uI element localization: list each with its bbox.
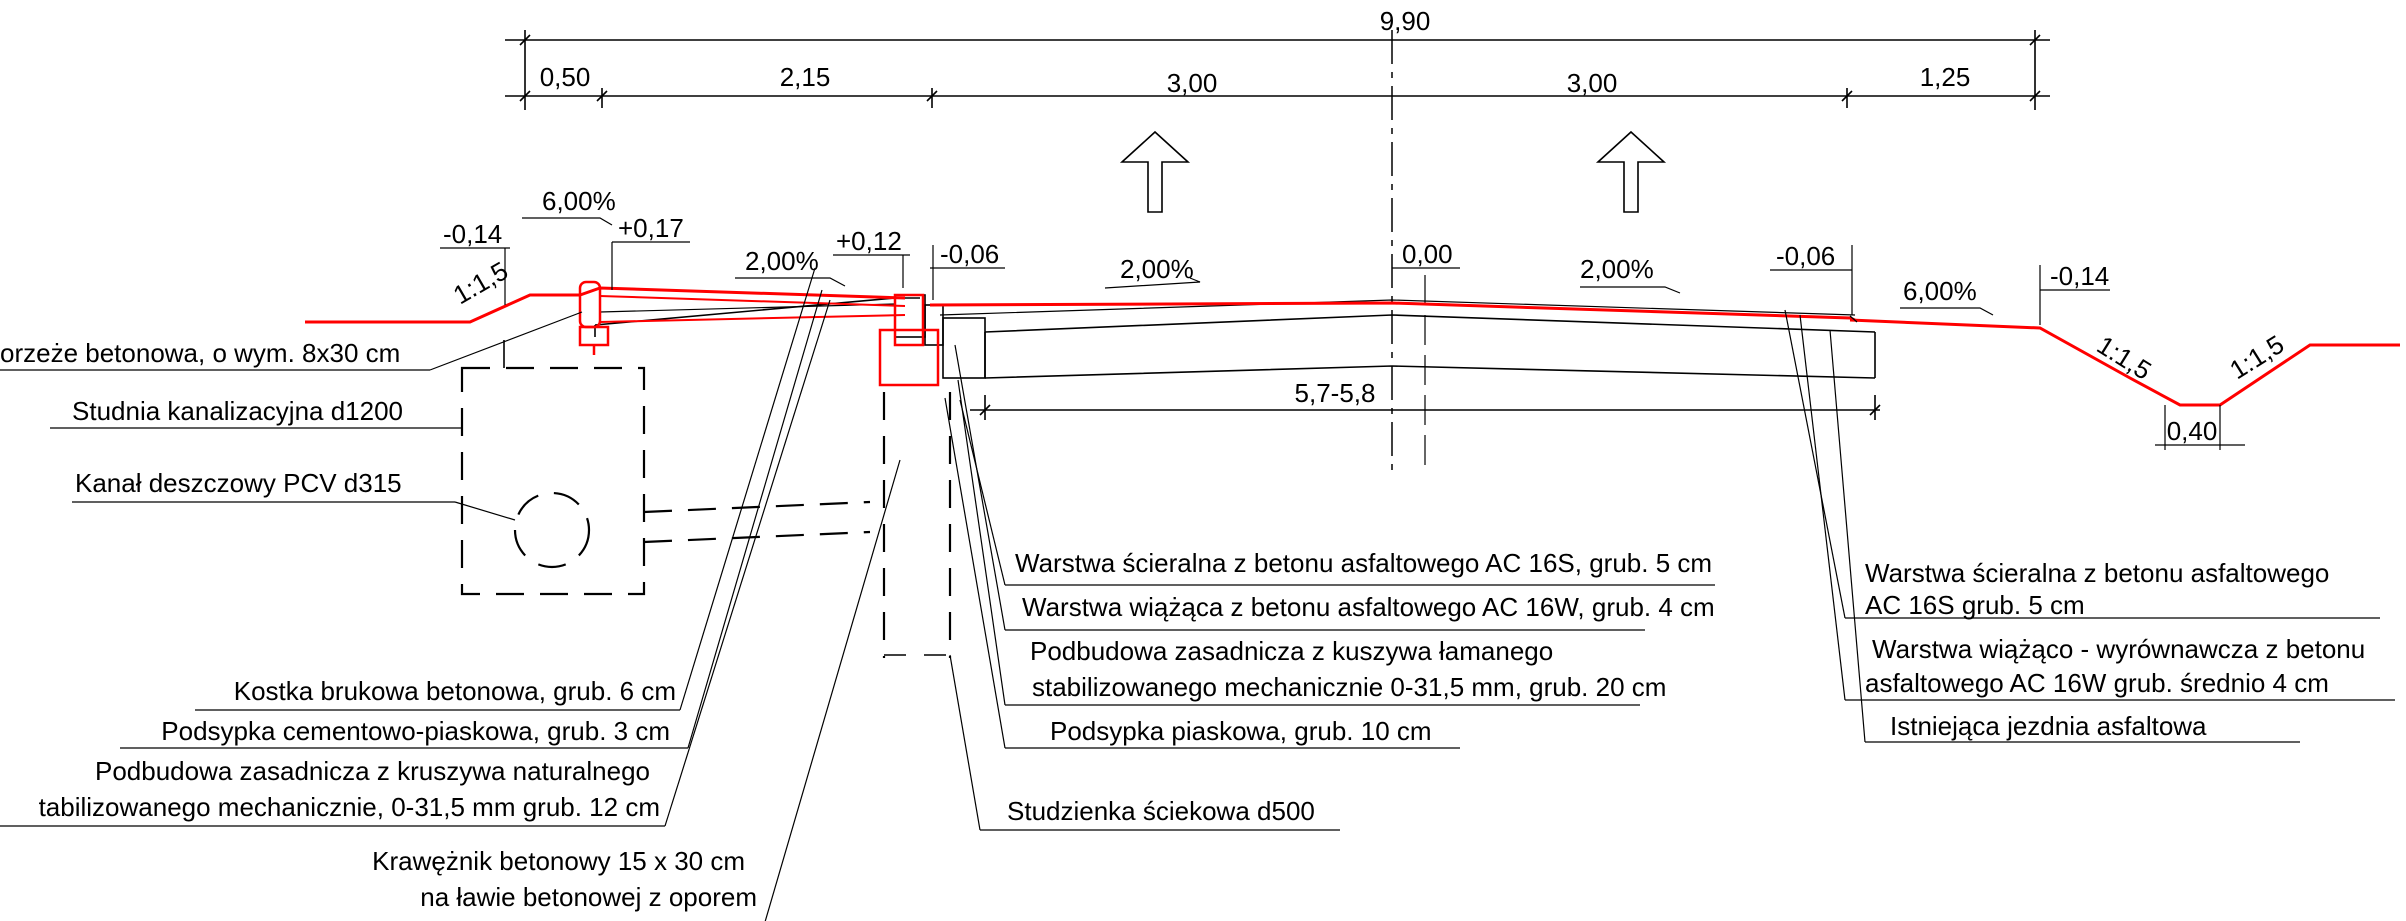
sewer-well — [460, 366, 646, 596]
label-wearing-course: Warstwa ścieralna z betonu asfaltowego A… — [1015, 548, 1712, 578]
elev-curb-top: +0,12 — [836, 226, 902, 256]
slope-left-embankment: 1:1,5 — [448, 255, 513, 310]
label-curb-2: na ławie betonowej z oporem — [420, 882, 757, 912]
slope-right-shoulder: 6,00% — [1903, 276, 1977, 306]
direction-arrow-left-icon — [1119, 130, 1191, 213]
slope-left-shoulder: 6,00% — [542, 186, 616, 216]
elev-right-edge: -0,14 — [2050, 261, 2109, 291]
elev-left-edge: -0,14 — [443, 219, 502, 249]
slope-right-lane: 2,00% — [1580, 254, 1654, 284]
segment-2-label: 2,15 — [780, 62, 831, 92]
direction-arrow-right-icon — [1595, 130, 1667, 213]
ditch: 0,40 — [2155, 405, 2245, 450]
label-sand-layer: Podsypka piaskowa, grub. 10 cm — [1050, 716, 1432, 746]
label-crushed-base-1: Podbudowa zasadnicza z kuszywa łamanego — [1030, 636, 1553, 666]
dimension-chain: 9,90 0,50 2,15 3,00 3,00 1,25 — [505, 6, 2050, 110]
label-right-wearing-2: AC 16S grub. 5 cm — [1865, 590, 2085, 620]
label-gully: Studzienka ściekowa d500 — [1007, 796, 1315, 826]
label-existing-road: Istniejąca jezdnia asfaltowa — [1890, 711, 2207, 741]
label-right-binder-1: Warstwa wiążąco - wyrównawcza z betonu — [1872, 634, 2365, 664]
label-rain-pipe: Kanał deszczowy PCV d315 — [75, 468, 402, 498]
leader-lines — [0, 267, 2395, 921]
segment-5-label: 1,25 — [1920, 62, 1971, 92]
sidewalk-structure — [594, 294, 986, 379]
label-right-binder-2: asfaltowego AC 16W grub. średnio 4 cm — [1865, 668, 2329, 698]
slope-left-lane: 2,00% — [1120, 254, 1194, 284]
label-crushed-base-2: stabilizowanego mechanicznie 0-31,5 mm, … — [1032, 672, 1666, 702]
total-width-label: 9,90 — [1380, 6, 1431, 36]
underground-structures — [460, 340, 952, 658]
label-curb-1: Krawężnik betonowy 15 x 30 cm — [372, 846, 745, 876]
elev-right-lane: -0,06 — [1776, 241, 1835, 271]
segment-3-label: 3,00 — [1167, 68, 1218, 98]
label-curb-small: orzeże betonowa, o wym. 8x30 cm — [0, 338, 400, 368]
slope-ditch-right: 1:1,5 — [2224, 329, 2289, 385]
pavement-existing — [939, 299, 1876, 379]
annotation-labels: orzeże betonowa, o wym. 8x30 cm Studnia … — [0, 338, 2365, 912]
ditch-width-label: 0,40 — [2167, 416, 2218, 446]
segment-4-label: 3,00 — [1567, 68, 1618, 98]
label-base-2: tabilizowanego mechanicznie, 0-31,5 mm g… — [39, 792, 660, 822]
label-binder-course: Warstwa wiążąca z betonu asfaltowego AC … — [1022, 592, 1715, 622]
label-paving-stone: Kostka brukowa betonowa, grub. 6 cm — [234, 676, 676, 706]
label-base-1: Podbudowa zasadnicza z kruszywa naturaln… — [95, 756, 650, 786]
slope-sidewalk: 2,00% — [745, 246, 819, 276]
rain-pipe — [513, 491, 591, 569]
segment-1-label: 0,50 — [540, 62, 591, 92]
elev-left-lane: -0,06 — [940, 239, 999, 269]
slope-markers: 6,00% 2,00% 2,00% 2,00% 6,00% 1:1,5 1:1,… — [448, 186, 2289, 386]
elev-sidewalk-top: +0,17 — [618, 213, 684, 243]
label-sewer-well: Studnia kanalizacyjna d1200 — [72, 396, 403, 426]
slope-ditch-left: 1:1,5 — [2092, 330, 2157, 386]
new-surface-red — [305, 280, 2400, 407]
elevation-markers: -0,14 +0,17 +0,12 -0,06 0,00 -0,06 -0,14 — [440, 213, 2110, 325]
inner-width-dimension: 5,7-5,8 — [970, 378, 1881, 420]
label-cement-sand: Podsypka cementowo-piaskowa, grub. 3 cm — [161, 716, 670, 746]
inner-width-label: 5,7-5,8 — [1295, 378, 1376, 408]
elev-axis: 0,00 — [1402, 239, 1453, 269]
label-right-wearing-1: Warstwa ścieralna z betonu asfaltowego — [1865, 558, 2329, 588]
